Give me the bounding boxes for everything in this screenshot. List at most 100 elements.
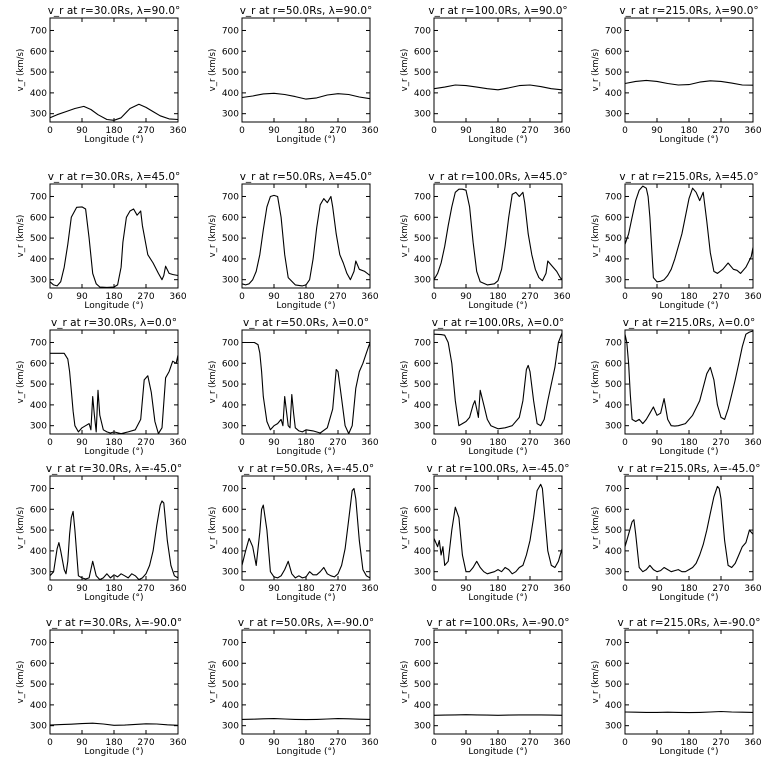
y-tick-label: 700 <box>30 192 47 202</box>
y-tick-label: 300 <box>30 276 47 286</box>
y-tick-label: 300 <box>605 722 622 732</box>
y-tick-label: 400 <box>30 547 47 557</box>
panel-10: v_r at r=50.0Rs, λ=0.0° 0 90 180 270 360 300 40… <box>208 317 379 457</box>
x-tick-label: 180 <box>105 584 122 594</box>
y-tick-label: 400 <box>30 701 47 711</box>
series-line <box>242 341 371 435</box>
y-tick-label: 600 <box>30 47 47 57</box>
panel-title: v_r at r=50.0Rs, λ=-90.0° <box>238 617 374 629</box>
y-tick-label: 700 <box>222 192 239 202</box>
x-tick-label: 90 <box>268 292 280 302</box>
y-tick-label: 400 <box>414 401 431 411</box>
y-tick-label: 700 <box>605 26 622 36</box>
panel-title: v_r at r=30.0Rs, λ=-90.0° <box>46 617 182 629</box>
y-axis-label: v_r (km/s) <box>16 661 26 704</box>
panel-11: v_r at r=100.0Rs, λ=0.0° 0 90 180 270 360 300 4… <box>400 317 571 457</box>
plot-frame <box>49 629 179 735</box>
x-tick-label: 0 <box>622 292 628 302</box>
y-tick-label: 600 <box>30 213 47 223</box>
x-tick-label: 180 <box>297 584 314 594</box>
x-axis-label: Longitude (°) <box>276 447 335 457</box>
y-axis-label: v_r (km/s) <box>208 507 218 550</box>
x-tick-label: 360 <box>169 126 186 136</box>
y-tick-label: 400 <box>414 547 431 557</box>
y-tick-label: 300 <box>30 110 47 120</box>
panel-17: v_r at r=30.0Rs, λ=-90.0° 0 90 180 270 360 300… <box>16 617 187 757</box>
panel-3: v_r at r=100.0Rs, λ=90.0° 0 90 180 270 360 300… <box>400 5 571 145</box>
y-tick-label: 400 <box>605 701 622 711</box>
x-tick-label: 270 <box>329 738 346 748</box>
x-tick-label: 180 <box>105 438 122 448</box>
x-tick-label: 270 <box>329 126 346 136</box>
y-tick-label: 600 <box>605 659 622 669</box>
y-tick-label: 700 <box>30 338 47 348</box>
x-tick-label: 360 <box>169 292 186 302</box>
x-tick-label: 0 <box>622 438 628 448</box>
panel-title: v_r at r=215.0Rs, λ=0.0° <box>623 317 756 329</box>
y-tick-label: 400 <box>605 401 622 411</box>
panel-13: v_r at r=30.0Rs, λ=-45.0° 0 90 180 270 360 300… <box>16 463 187 603</box>
y-tick-label: 700 <box>414 338 431 348</box>
y-tick-label: 400 <box>222 89 239 99</box>
y-tick-label: 300 <box>605 422 622 432</box>
y-tick-label: 500 <box>414 680 431 690</box>
x-tick-label: 270 <box>712 438 729 448</box>
y-tick-label: 400 <box>222 255 239 265</box>
x-tick-label: 0 <box>622 584 628 594</box>
y-tick-label: 700 <box>30 638 47 648</box>
y-tick-label: 500 <box>30 380 47 390</box>
series-line <box>433 332 563 430</box>
panel-title: v_r at r=215.0Rs, λ=45.0° <box>619 171 758 183</box>
y-tick-label: 700 <box>605 338 622 348</box>
x-tick-label: 360 <box>361 738 378 748</box>
panel-title: v_r at r=50.0Rs, λ=45.0° <box>240 171 373 183</box>
y-axis-label: v_r (km/s) <box>591 507 601 550</box>
x-tick-label: 270 <box>137 126 154 136</box>
x-tick-label: 360 <box>744 738 761 748</box>
x-tick-label: 180 <box>489 738 506 748</box>
y-tick-label: 700 <box>605 484 622 494</box>
x-axis-label: Longitude (°) <box>659 747 718 757</box>
y-tick-label: 700 <box>414 26 431 36</box>
y-tick-label: 300 <box>222 276 239 286</box>
x-tick-label: 270 <box>712 292 729 302</box>
y-tick-label: 700 <box>30 26 47 36</box>
plot-frame <box>241 329 371 435</box>
y-tick-label: 500 <box>414 380 431 390</box>
x-tick-label: 90 <box>651 738 663 748</box>
y-tick-label: 300 <box>605 276 622 286</box>
x-tick-label: 180 <box>297 438 314 448</box>
x-tick-label: 0 <box>239 438 245 448</box>
y-tick-label: 600 <box>414 659 431 669</box>
x-tick-label: 180 <box>489 126 506 136</box>
x-axis-label: Longitude (°) <box>84 301 143 311</box>
y-tick-label: 400 <box>222 547 239 557</box>
x-tick-label: 270 <box>712 584 729 594</box>
y-tick-label: 400 <box>222 701 239 711</box>
y-tick-label: 700 <box>222 338 239 348</box>
x-tick-label: 270 <box>712 126 729 136</box>
panel-title: v_r at r=50.0Rs, λ=90.0° <box>240 5 373 17</box>
y-tick-label: 500 <box>30 234 47 244</box>
y-tick-label: 300 <box>414 276 431 286</box>
x-tick-label: 180 <box>680 738 697 748</box>
y-tick-label: 300 <box>605 110 622 120</box>
y-axis-label: v_r (km/s) <box>400 507 410 550</box>
y-tick-label: 500 <box>414 68 431 78</box>
x-tick-label: 0 <box>47 438 53 448</box>
panel-title: v_r at r=100.0Rs, λ=90.0° <box>428 5 567 17</box>
panel-8: v_r at r=215.0Rs, λ=45.0° 0 90 180 270 360 300… <box>591 171 762 311</box>
x-tick-label: 90 <box>460 584 472 594</box>
x-tick-label: 0 <box>47 738 53 748</box>
y-tick-label: 400 <box>30 255 47 265</box>
y-axis-label: v_r (km/s) <box>16 507 26 550</box>
y-tick-label: 500 <box>222 68 239 78</box>
y-tick-label: 600 <box>605 213 622 223</box>
x-tick-label: 360 <box>361 584 378 594</box>
x-tick-label: 90 <box>76 126 88 136</box>
y-axis-label: v_r (km/s) <box>16 361 26 404</box>
y-axis-label: v_r (km/s) <box>208 215 218 258</box>
series-line <box>241 194 371 287</box>
x-tick-label: 180 <box>680 438 697 448</box>
